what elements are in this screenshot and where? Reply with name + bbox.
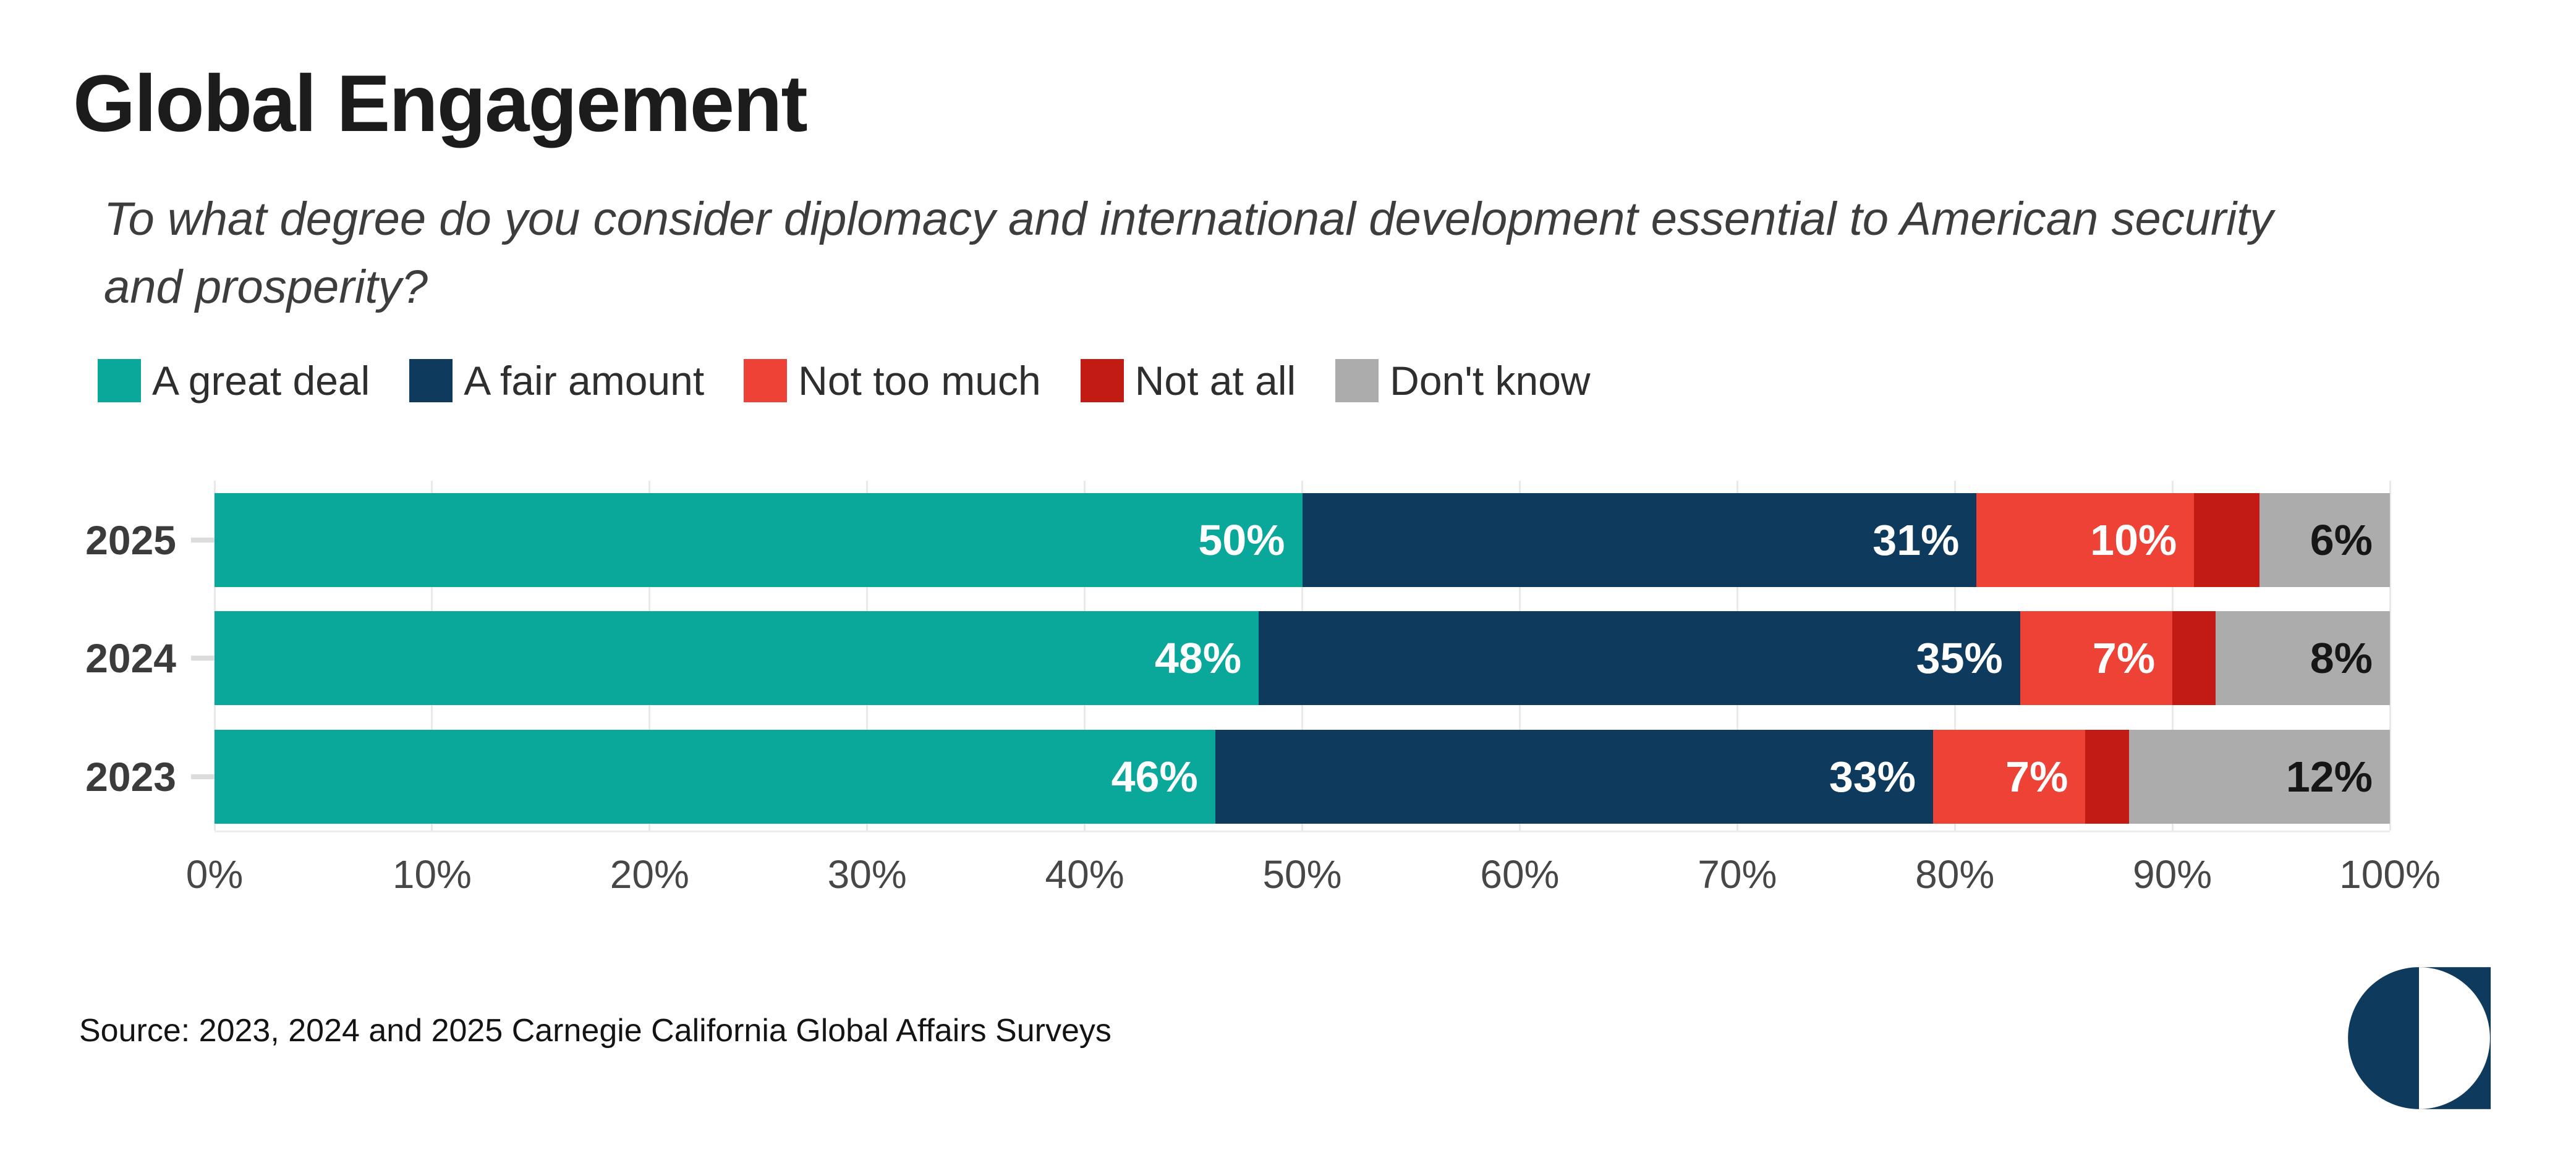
legend-item-not-too-much: Not too much: [744, 357, 1041, 404]
legend-swatch-a-great-deal: [98, 359, 141, 402]
x-axis: 0% 10% 20% 30% 40% 50% 60% 70% 80% 90% 100%: [186, 852, 2441, 907]
x-axis-tick-label: 40%: [1045, 852, 1124, 897]
legend-swatch-a-fair-amount: [409, 359, 453, 402]
x-axis-tick-label: 100%: [2339, 852, 2441, 897]
legend-swatch-don-t-know: [1335, 359, 1379, 402]
segment-not-too-much-2025: 10%: [1976, 493, 2195, 587]
legend-label: Don't know: [1390, 358, 1591, 404]
legend-swatch-not-too-much: [744, 359, 788, 402]
bar-row-2024: 2024 48% 35% 7% 8%: [85, 611, 2390, 705]
x-axis-tick-label: 50%: [1262, 852, 1342, 897]
segment-don-t-know-2023: 12%: [2128, 730, 2390, 824]
segment-value-label: 31%: [1872, 516, 1960, 564]
segment-value-label: 12%: [2285, 753, 2373, 801]
y-axis-label-2024: 2024: [85, 635, 176, 681]
x-axis-tick-label: 70%: [1698, 852, 1777, 897]
segment-a-great-deal-2025: 50%: [215, 493, 1303, 587]
segment-value-label: 6%: [2310, 516, 2373, 564]
x-axis-tick-label: 90%: [2133, 852, 2213, 897]
segment-not-at-all-2025: [2194, 493, 2259, 587]
segment-a-fair-amount-2023: 33%: [1215, 730, 1933, 824]
segment-not-at-all-2024: [2172, 611, 2216, 705]
x-axis-tick-label: 0%: [185, 852, 244, 897]
segment-a-great-deal-2023: 46%: [215, 730, 1215, 824]
legend-swatch-not-at-all: [1080, 359, 1124, 402]
survey-question: To what degree do you consider diplomacy…: [104, 193, 2274, 314]
y-axis-label-2023: 2023: [85, 754, 176, 800]
legend-label: A fair amount: [464, 358, 705, 404]
legend: A great deal A fair amount Not too much Not…: [98, 357, 1591, 404]
source-note: Source: 2023, 2024 and 2025 Carnegie Cal…: [79, 1013, 1112, 1049]
y-axis-tick: [191, 538, 215, 543]
segment-a-great-deal-2024: 48%: [215, 611, 1259, 705]
y-axis-tick: [191, 656, 215, 661]
gridline: [2389, 481, 2391, 831]
legend-item-don-t-know: Don't know: [1335, 357, 1591, 404]
x-axis-tick-label: 80%: [1915, 852, 1995, 897]
segment-not-too-much-2023: 7%: [1933, 730, 2086, 824]
y-axis-tick: [191, 774, 215, 779]
segment-a-fair-amount-2025: 31%: [1302, 493, 1977, 587]
segment-value-label: 10%: [2090, 516, 2177, 564]
legend-item-a-great-deal: A great deal: [98, 357, 370, 404]
legend-label: Not at all: [1134, 358, 1296, 404]
bar-row-2023: 2023 46% 33% 7% 12%: [85, 730, 2390, 824]
plot-area: 2025 50% 31% 10% 6% 2024 48% 35% 7% 8% 2023 46% 33% 7…: [85, 481, 2391, 832]
segment-don-t-know-2025: 6%: [2259, 493, 2390, 587]
x-axis-tick-label: 20%: [610, 852, 689, 897]
bar-row-2025: 2025 50% 31% 10% 6%: [85, 493, 2390, 587]
x-axis-tick-label: 60%: [1480, 852, 1560, 897]
segment-not-too-much-2024: 7%: [2020, 611, 2173, 705]
segment-value-label: 7%: [2005, 753, 2068, 801]
segment-a-fair-amount-2024: 35%: [1259, 611, 2020, 705]
segment-value-label: 35%: [1916, 634, 2003, 682]
segment-value-label: 8%: [2310, 634, 2373, 682]
segment-value-label: 46%: [1111, 753, 1198, 801]
legend-label: A great deal: [152, 358, 370, 404]
stacked-bar-chart: 2025 50% 31% 10% 6% 2024 48% 35% 7% 8% 2023 46% 33% 7…: [0, 481, 2576, 950]
segment-not-at-all-2023: [2085, 730, 2129, 824]
segment-don-t-know-2024: 8%: [2216, 611, 2390, 705]
segment-value-label: 33%: [1829, 753, 1916, 801]
legend-item-not-at-all: Not at all: [1080, 357, 1296, 404]
y-axis-label-2025: 2025: [85, 517, 176, 563]
segment-value-label: 48%: [1155, 634, 1242, 682]
legend-label: Not too much: [798, 358, 1041, 404]
x-axis-tick-label: 30%: [827, 852, 907, 897]
carnegie-half-circle-logo: [2348, 967, 2491, 1109]
legend-item-a-fair-amount: A fair amount: [409, 357, 704, 404]
x-axis-tick-label: 10%: [392, 852, 472, 897]
page-title: Global Engagement: [73, 58, 808, 148]
segment-value-label: 7%: [2092, 634, 2156, 682]
segment-value-label: 50%: [1198, 516, 1285, 564]
